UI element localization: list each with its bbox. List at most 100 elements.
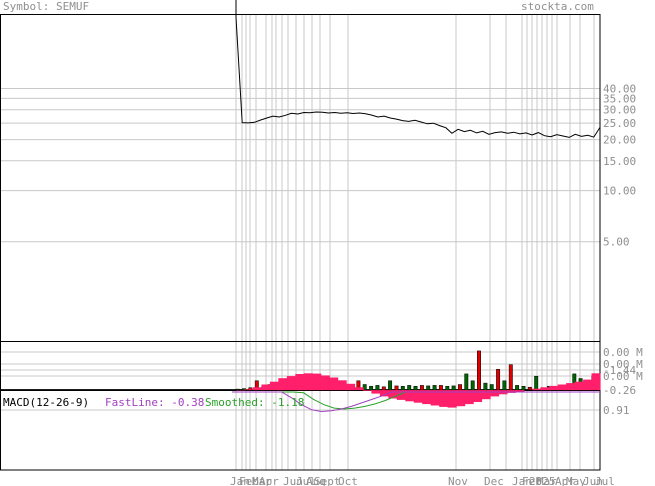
- macd-hist-bar: [473, 390, 483, 402]
- x-tick-label: Apr: [259, 475, 279, 486]
- macd-hist-bar: [329, 377, 339, 391]
- macd-hist-bar: [295, 374, 305, 391]
- price-tick-label: 40.00: [603, 83, 636, 96]
- volume-bar: [502, 380, 507, 391]
- volume-bar: [407, 385, 412, 391]
- x-tick-label: May: [566, 475, 586, 486]
- volume-bar: [515, 385, 520, 391]
- price-tick-label: 35.00: [603, 92, 636, 105]
- volume-bar: [426, 385, 431, 391]
- volume-bar: [242, 388, 247, 391]
- volume-bar: [413, 386, 418, 391]
- macd-hist-bar: [447, 390, 457, 408]
- macd-hist-bar: [363, 390, 373, 391]
- volume-tick-label: 0.00 M: [603, 358, 643, 371]
- macd-hist-bar: [379, 390, 389, 397]
- macd-hist-bar: [354, 387, 364, 391]
- x-tick-label: Feb: [239, 475, 259, 486]
- volume-bar: [521, 386, 526, 391]
- volume-bar: [419, 385, 424, 391]
- macd-hist-bar: [278, 378, 288, 391]
- volume-bar: [381, 386, 386, 391]
- macd-hist-bar: [261, 384, 271, 391]
- x-tick-label: 2025: [529, 475, 556, 486]
- volume-bar: [451, 385, 456, 391]
- x-tick-label: Jun: [283, 475, 303, 486]
- macd-hist-bar: [532, 388, 542, 391]
- x-tick-label: Apr: [555, 475, 575, 486]
- price-tick-label: 25.00: [603, 117, 636, 130]
- site-label[interactable]: stockta.com: [521, 0, 594, 13]
- volume-bar: [394, 385, 399, 391]
- volume-bar: [438, 385, 443, 391]
- macd-hist-bar: [413, 390, 423, 403]
- macd-hist-bar: [388, 390, 398, 399]
- macd-hist-bar: [320, 375, 330, 391]
- chart-frame: [0, 14, 601, 471]
- macd-tick-label: 0.91: [603, 404, 630, 417]
- macd-hist-bar: [252, 387, 262, 391]
- symbol-label: Symbol: SEMUF: [3, 0, 90, 13]
- volume-bar: [470, 380, 475, 391]
- x-tick-label: Feb: [522, 475, 542, 486]
- macd-tick-label: -1.44: [603, 364, 636, 377]
- price-tick-label: 20.00: [603, 134, 636, 147]
- macd-title: MACD(12-26-9): [3, 396, 89, 409]
- volume-bar: [489, 384, 494, 391]
- macd-hist-bar: [337, 380, 347, 391]
- price-tick-label: 5.00: [603, 236, 630, 249]
- macd-hist-bar: [346, 383, 356, 391]
- x-tick-label: Mar: [537, 475, 557, 486]
- macd-hist-bar: [583, 379, 593, 391]
- price-tick-label: 10.00: [603, 185, 636, 198]
- volume-tick-label: 0.00 M: [603, 370, 643, 383]
- grid-lines: [0, 14, 600, 470]
- macd-hist-bar: [566, 383, 576, 391]
- price-tick-label: 30.00: [603, 104, 636, 117]
- x-tick-label: Jul: [296, 475, 316, 486]
- volume-bar: [496, 369, 501, 391]
- volume-bar: [400, 386, 405, 391]
- volume-bar: [458, 384, 462, 391]
- volume-bar: [235, 388, 240, 391]
- macd-hist-bar: [515, 390, 525, 392]
- volume-bar: [464, 373, 469, 391]
- volume-bar: [527, 386, 532, 391]
- volume-bar: [477, 350, 481, 391]
- x-tick-label: Jul: [595, 475, 615, 486]
- price-panel: [235, 0, 601, 138]
- macd-hist-bar: [396, 390, 406, 400]
- x-tick-label: Sept: [314, 475, 341, 486]
- volume-bar: [534, 375, 539, 391]
- volume-bar: [362, 384, 367, 391]
- x-tick-label: Nov: [448, 475, 468, 486]
- x-tick-label: Jan: [512, 475, 532, 486]
- volume-bar: [483, 382, 488, 391]
- macd-hist-bar: [464, 390, 474, 405]
- macd-hist-bar: [490, 390, 500, 397]
- volume-tick-label: 0.00 M: [603, 346, 643, 359]
- macd-hist-bar: [557, 384, 567, 391]
- macd-hist-bar: [574, 381, 584, 391]
- x-tick-label: Jan: [230, 475, 250, 486]
- macd-tick-label: -0.26: [603, 384, 636, 397]
- macd-hist-bar: [422, 390, 432, 405]
- macd-hist-bar: [439, 390, 449, 407]
- macd-hist-bar: [549, 385, 559, 391]
- macd-hist-bar: [286, 376, 296, 391]
- macd-hist-bar: [312, 373, 322, 391]
- price-tick-label: 15.00: [603, 155, 636, 168]
- macd-smoothed-label: Smoothed: -1.18: [205, 396, 304, 409]
- price-line: [235, 0, 601, 138]
- volume-bar: [508, 364, 513, 391]
- x-tick-label: Mar: [252, 475, 272, 486]
- macd-fast-line: [232, 391, 600, 413]
- macd-panel: [232, 373, 601, 413]
- x-tick-label: Oct: [338, 475, 358, 486]
- macd-hist-bar: [481, 390, 491, 400]
- macd-hist-bar: [591, 373, 601, 391]
- macd-fastline-label: FastLine: -0.38: [105, 396, 204, 409]
- volume-bar: [369, 386, 374, 391]
